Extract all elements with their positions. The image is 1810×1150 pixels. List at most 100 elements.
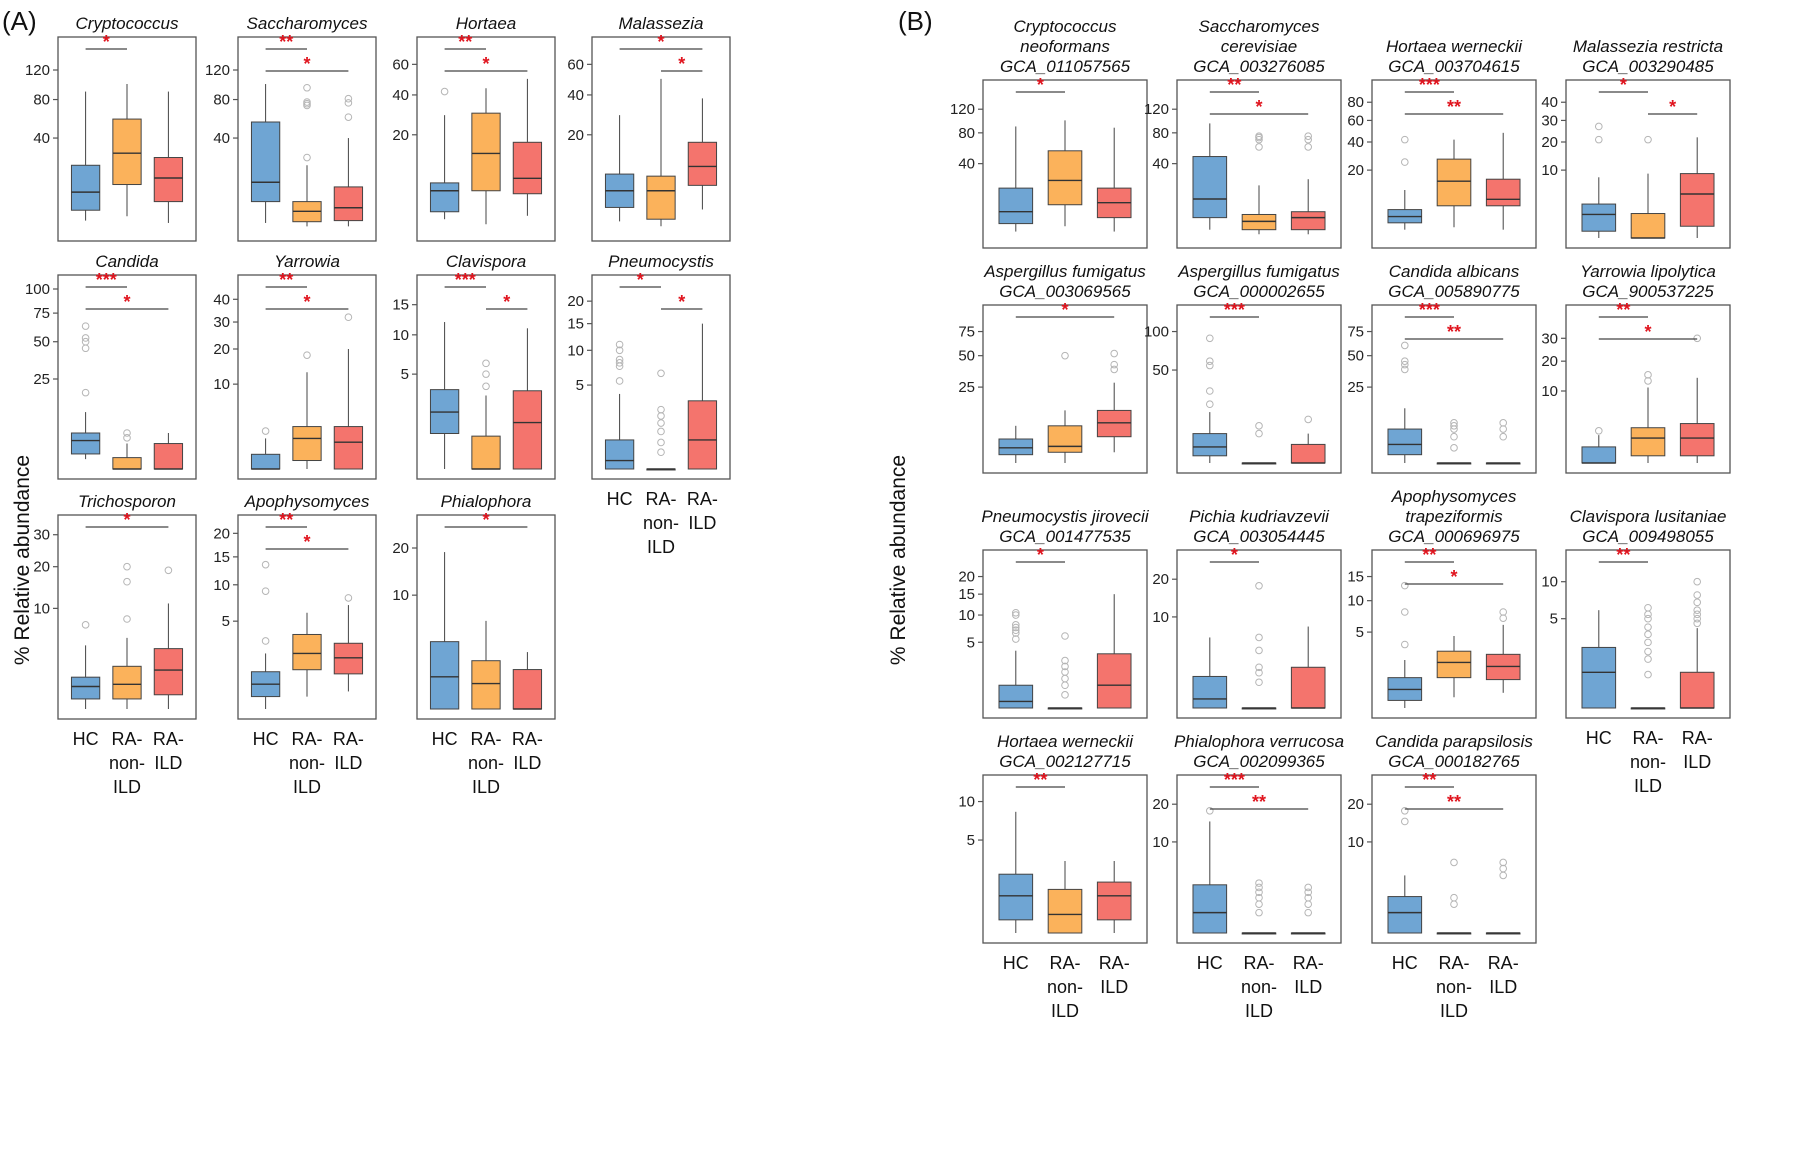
x-category-label: HC	[253, 729, 279, 749]
y-tick-label: 75	[958, 324, 975, 341]
y-tick-label: 15	[1347, 569, 1364, 586]
outlier-point	[1255, 633, 1263, 642]
y-tick-label: 20	[213, 525, 230, 542]
box-2	[512, 390, 543, 470]
significance-stars: *	[123, 292, 130, 312]
y-tick-label: 120	[25, 62, 50, 79]
x-category-label: non-	[468, 753, 504, 773]
plot-title: Candida	[95, 252, 158, 271]
outlier-point	[1012, 608, 1020, 617]
box-1	[112, 665, 142, 700]
box-2	[333, 642, 364, 675]
significance-stars: **	[1252, 792, 1266, 812]
boxplot-8: Pneumocystis 5 10 15 20 * * HC RA-non- ILD RA- ILD	[567, 252, 731, 557]
plot-title: Phialophora	[441, 492, 532, 511]
x-category-label: RA-	[292, 729, 323, 749]
outlier-point	[1206, 400, 1214, 409]
y-tick-label: 40	[1347, 134, 1364, 151]
outlier-point	[1255, 646, 1263, 655]
plot-title: GCA_000696975	[1388, 527, 1520, 546]
box-0	[70, 676, 101, 700]
box-0	[429, 182, 460, 213]
outlier-point	[81, 621, 90, 629]
outlier-point	[1206, 361, 1214, 370]
outlier-point	[1644, 603, 1652, 612]
significance-stars: **	[1447, 792, 1461, 812]
outlier-point	[1450, 419, 1458, 427]
y-tick-label: 50	[1347, 348, 1364, 365]
plot-title: Aspergillus fumigatus	[983, 262, 1146, 281]
outlier-point	[1644, 377, 1652, 385]
x-category-label: ILD	[334, 753, 362, 773]
outlier-point	[303, 153, 311, 162]
outlier-point	[1499, 432, 1507, 441]
plot-title: Saccharomyces	[247, 14, 368, 33]
box-2	[512, 669, 543, 710]
x-category-label: ILD	[1489, 977, 1517, 997]
outlier-point	[1595, 122, 1603, 131]
outlier-point	[261, 587, 270, 595]
outlier-point	[615, 346, 624, 355]
x-category-label: HC	[73, 729, 99, 749]
x-category-label: ILD	[1051, 1001, 1079, 1021]
outlier-point	[657, 369, 665, 378]
outlier-point	[1595, 427, 1603, 435]
outlier-point	[1499, 419, 1507, 427]
y-tick-label: 30	[1541, 330, 1558, 347]
outlier-point	[344, 113, 353, 121]
outlier-point	[164, 566, 173, 575]
outlier-point	[1401, 360, 1409, 369]
y-tick-label: 60	[1347, 112, 1364, 129]
x-category-label: RA-	[512, 729, 543, 749]
outlier-point	[482, 359, 490, 368]
outlier-point	[1304, 135, 1312, 144]
outlier-point	[1255, 879, 1263, 887]
x-category-label: ILD	[647, 537, 675, 557]
outlier-point	[1499, 858, 1507, 867]
outlier-point	[1304, 883, 1312, 892]
plot-title: GCA_900537225	[1582, 282, 1714, 301]
box-0	[70, 164, 101, 211]
box-2	[1485, 178, 1521, 207]
box-2	[1096, 881, 1132, 921]
significance-stars: **	[1616, 545, 1630, 565]
y-tick-label: 20	[213, 341, 230, 358]
box-1	[1047, 150, 1083, 206]
x-category-label: RA-	[1050, 953, 1081, 973]
outlier-point	[1206, 357, 1214, 365]
box-1	[646, 175, 676, 220]
outlier-point	[1304, 908, 1312, 917]
significance-stars: *	[1037, 75, 1044, 95]
outlier-point	[1255, 135, 1263, 144]
y-tick-label: 10	[1152, 834, 1169, 851]
plot-title: Hortaea werneckii	[997, 732, 1134, 751]
plot-title: Hortaea	[456, 14, 516, 33]
significance-stars: *	[303, 532, 310, 552]
boxplot-4: Malassezia 20 40 60 * *	[567, 14, 731, 242]
x-category-label: ILD	[1634, 776, 1662, 796]
outlier-point	[344, 594, 353, 602]
significance-stars: ***	[1224, 300, 1245, 320]
y-tick-label: 60	[392, 56, 409, 73]
significance-stars: ***	[455, 270, 476, 290]
outlier-point	[615, 377, 624, 385]
outlier-point	[1693, 619, 1701, 628]
y-tick-label: 20	[1152, 571, 1169, 588]
x-category-label: ILD	[472, 777, 500, 797]
y-tick-label: 40	[33, 130, 50, 147]
outlier-point	[1644, 655, 1652, 663]
y-tick-label: 40	[567, 87, 584, 104]
plot-title: GCA_000182765	[1388, 752, 1520, 771]
y-tick-label: 40	[1541, 94, 1558, 111]
y-tick-label: 10	[958, 607, 975, 624]
x-category-label: ILD	[1245, 1001, 1273, 1021]
x-category-label: HC	[607, 489, 633, 509]
box-1	[112, 118, 142, 186]
y-tick-label: 75	[33, 305, 50, 322]
plot-title: cerevisiae	[1221, 37, 1298, 56]
significance-stars: *	[678, 292, 685, 312]
outlier-point	[123, 429, 131, 437]
